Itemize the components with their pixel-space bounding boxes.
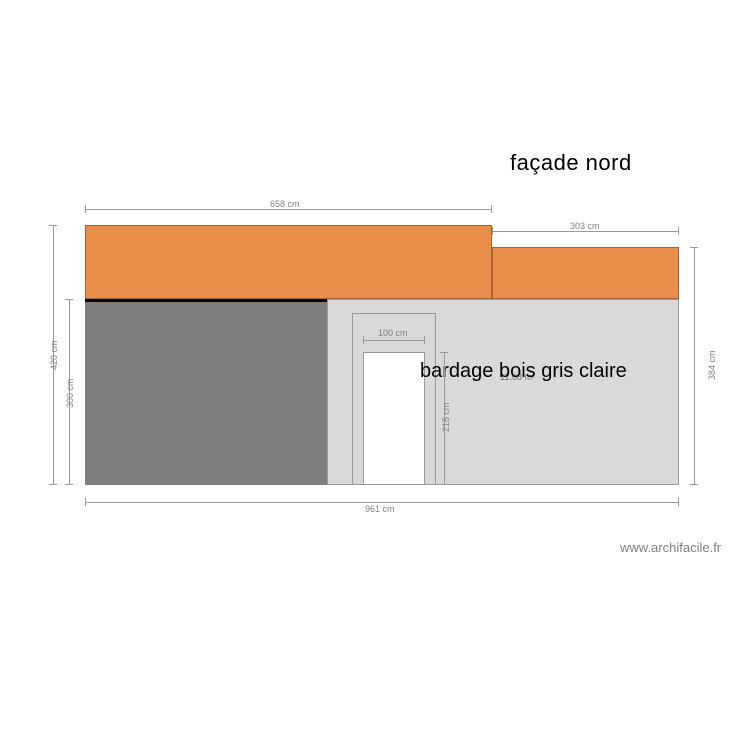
dim-tick <box>440 352 448 353</box>
wall-left-top-edge <box>85 299 339 302</box>
dim-line-door-w <box>363 340 425 341</box>
dim-tick <box>440 484 448 485</box>
dim-tick <box>424 336 425 344</box>
dim-line-top-right <box>492 231 679 232</box>
dim-label-bottom: 961 cm <box>365 504 395 514</box>
dim-tick <box>65 484 73 485</box>
annotation-text: bardage bois gris claire <box>420 360 627 383</box>
dim-tick <box>678 227 679 235</box>
watermark: www.archifacile.fr <box>620 540 721 555</box>
dim-tick <box>49 225 57 226</box>
dim-tick <box>85 205 86 213</box>
dim-tick <box>492 227 493 235</box>
dim-tick <box>85 498 86 506</box>
dim-line-top-left <box>85 209 492 210</box>
dim-line-right <box>694 247 695 485</box>
dim-label-top-left: 658 cm <box>270 199 300 209</box>
dim-tick <box>49 484 57 485</box>
roof-right <box>492 247 679 299</box>
dim-label-door-w: 100 cm <box>378 328 408 338</box>
dim-label-top-right: 303 cm <box>570 221 600 231</box>
drawing-title: façade nord <box>510 150 632 176</box>
dim-tick <box>690 484 698 485</box>
dim-tick <box>65 299 73 300</box>
dim-line-bottom <box>85 502 679 503</box>
dim-tick <box>678 498 679 506</box>
dim-tick <box>690 247 698 248</box>
dim-label-left-inner: 300 cm <box>65 378 75 408</box>
dim-label-door-h: 215 cm <box>441 402 451 432</box>
dim-tick <box>491 205 492 213</box>
dim-tick <box>363 336 364 344</box>
roof-left <box>85 225 492 299</box>
dim-label-left-outer: 420 cm <box>49 340 59 370</box>
drawing-canvas: façade nord 11.68 m² bardage bois gris c… <box>0 0 750 750</box>
wall-left <box>85 299 327 485</box>
dim-label-right: 384 cm <box>707 350 717 380</box>
